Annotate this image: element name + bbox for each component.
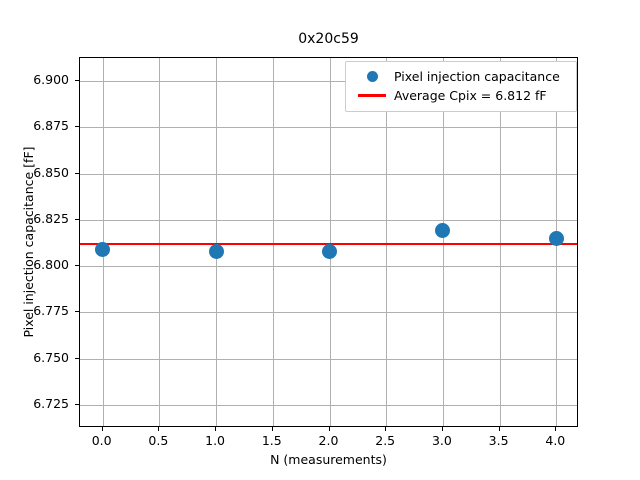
- y-axis-label: Pixel injection capacitance [fF]: [21, 146, 36, 338]
- x-tick-mark: [158, 427, 160, 431]
- x-tick-label: 1.5: [261, 433, 282, 448]
- data-point: [95, 241, 111, 257]
- x-tick-label: 3.5: [488, 433, 509, 448]
- y-tick-mark: [75, 265, 79, 267]
- x-tick-label: 0.5: [148, 433, 169, 448]
- gridline-vertical: [272, 58, 274, 426]
- gridline-horizontal: [80, 358, 577, 360]
- legend-item-average: Average Cpix = 6.812 fF: [354, 86, 568, 105]
- data-point: [208, 243, 224, 259]
- y-tick-mark: [75, 80, 79, 82]
- gridline-vertical: [386, 58, 388, 426]
- x-tick-label: 2.5: [375, 433, 396, 448]
- x-axis-label: N (measurements): [270, 452, 387, 467]
- legend-label-average: Average Cpix = 6.812 fF: [394, 88, 547, 103]
- y-tick-label: 6.800: [33, 257, 69, 273]
- y-tick-mark: [75, 172, 79, 174]
- chart-title: 0x20c59: [298, 31, 359, 47]
- y-tick-mark: [75, 126, 79, 128]
- gridline-vertical: [329, 58, 331, 426]
- gridline-vertical: [499, 58, 501, 426]
- marker-dot-icon: [354, 71, 390, 82]
- x-tick-mark: [555, 427, 557, 431]
- x-tick-mark: [328, 427, 330, 431]
- y-tick-label: 6.825: [33, 210, 69, 226]
- x-tick-mark: [498, 427, 500, 431]
- gridline-horizontal: [80, 312, 577, 314]
- gridline-horizontal: [80, 219, 577, 221]
- x-tick-mark: [441, 427, 443, 431]
- gridline-horizontal: [80, 127, 577, 129]
- y-tick-label: 6.875: [33, 118, 69, 134]
- x-tick-mark: [101, 427, 103, 431]
- plot-area: [79, 57, 578, 427]
- chart-legend: Pixel injection capacitance Average Cpix…: [345, 61, 577, 112]
- y-tick-label: 6.725: [33, 395, 69, 411]
- data-point: [322, 243, 337, 259]
- y-tick-mark: [75, 311, 79, 313]
- x-tick-mark: [385, 427, 387, 431]
- legend-label-scatter: Pixel injection capacitance: [394, 69, 560, 84]
- gridline-horizontal: [80, 266, 577, 268]
- x-tick-label: 1.0: [205, 433, 226, 448]
- gridline-horizontal: [80, 81, 577, 83]
- gridline-horizontal: [80, 173, 577, 175]
- x-tick-label: 3.0: [431, 433, 452, 448]
- x-tick-mark: [215, 427, 217, 431]
- x-tick-label: 2.0: [318, 433, 339, 448]
- y-tick-label: 6.850: [33, 164, 69, 180]
- y-tick-mark: [75, 218, 79, 220]
- gridline-horizontal: [80, 404, 577, 406]
- x-tick-mark: [271, 427, 273, 431]
- gridline-vertical: [216, 58, 218, 426]
- gridline-vertical: [442, 58, 444, 426]
- y-tick-mark: [75, 357, 79, 359]
- data-point: [548, 230, 564, 246]
- y-tick-label: 6.750: [33, 349, 69, 365]
- y-tick-label: 6.775: [33, 303, 69, 319]
- x-tick-label: 4.0: [545, 433, 566, 448]
- y-tick-mark: [75, 403, 79, 405]
- data-point: [435, 223, 451, 239]
- y-tick-label: 6.900: [33, 72, 69, 88]
- line-swatch-icon: [354, 94, 390, 97]
- x-tick-label: 0.0: [91, 433, 112, 448]
- legend-item-scatter: Pixel injection capacitance: [354, 67, 568, 86]
- gridline-vertical: [159, 58, 161, 426]
